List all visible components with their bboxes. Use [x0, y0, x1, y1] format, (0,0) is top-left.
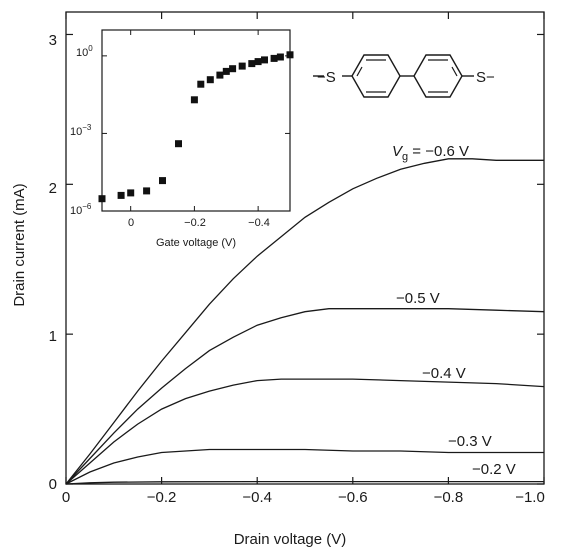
inset-data-point: [117, 191, 125, 199]
y-tick-label: 3: [49, 32, 57, 49]
curve-label-vg-0.2: −0.2 V: [472, 461, 516, 478]
inset-data-point: [190, 96, 198, 104]
right-thiol-label: S−: [476, 69, 495, 86]
y-axis-label: Drain current (mA): [11, 183, 28, 306]
inset-axis-ticks: [102, 30, 290, 212]
inset-x-tick-label: 0: [128, 217, 134, 229]
inset-data-point: [248, 60, 256, 68]
curve-label-vg-0.6: Vg = −0.6 V: [392, 143, 469, 163]
inset-data-point: [276, 53, 284, 61]
iv-curve-2: [65, 378, 545, 485]
inset-points: [98, 51, 294, 203]
inset-data-point: [206, 76, 214, 84]
tick-base: 10: [76, 47, 88, 59]
inset-data-point: [98, 195, 106, 203]
x-tick-label: −1.0: [515, 489, 545, 506]
inset-data-point: [222, 67, 230, 75]
inset-data-point: [286, 51, 294, 59]
y-tick-label: 0: [49, 476, 57, 493]
left-thiol-label: −S: [317, 69, 336, 86]
y-tick-label: 2: [49, 180, 57, 197]
gate-voltage-symbol: V: [392, 143, 404, 160]
inset-x-axis-label: Gate voltage (V): [156, 237, 236, 249]
iv-curve-1: [65, 308, 545, 485]
biphenyl-dithiol-molecule: −S S−: [313, 54, 495, 98]
curve-label-vg-0.4: −0.4 V: [422, 365, 466, 382]
inset-data-point: [197, 80, 205, 88]
inset-data-point: [143, 187, 151, 195]
inset-x-tick-label: −0.4: [248, 217, 270, 229]
inset-x-tick-label: −0.2: [184, 217, 206, 229]
inset-data-point: [254, 58, 262, 66]
tick-exponent: −6: [82, 202, 92, 211]
inset-y-tick-label: 10−6: [70, 202, 92, 217]
tick-base: 10: [70, 205, 82, 217]
inset-data-point: [238, 62, 246, 70]
curve-label-text: = −0.6 V: [408, 143, 469, 160]
inset-y-tick-label: 100: [76, 44, 93, 59]
x-tick-label: 0: [62, 489, 70, 506]
tick-exponent: 0: [88, 44, 93, 53]
inset-data-point: [216, 71, 224, 79]
inset-chart: 0 −0.2 −0.4 10−6 10−3 100 Gate voltage (…: [70, 29, 294, 249]
inset-data-point: [261, 56, 268, 64]
x-axis-label: Drain voltage (V): [234, 531, 347, 548]
benzene-ring-right: [413, 54, 463, 98]
x-tick-label: −0.8: [434, 489, 464, 506]
x-tick-label: −0.2: [147, 489, 177, 506]
curve-label-vg-0.3: −0.3 V: [448, 433, 492, 450]
gate-voltage-subscript: g: [402, 151, 408, 163]
x-tick-label: −0.6: [338, 489, 368, 506]
benzene-ring-left: [351, 54, 401, 98]
inset-y-tick-label: 10−3: [70, 123, 92, 138]
inset-data-point: [175, 140, 182, 148]
main-plot-frame: [65, 11, 545, 485]
tick-base: 10: [70, 126, 82, 138]
iv-curve-3: [65, 448, 544, 485]
x-tick-label: −0.4: [242, 489, 272, 506]
main-chart: 0 −0.2 −0.4 −0.6 −0.8 −1.0 0 1 2 3 Drain…: [11, 11, 545, 548]
inset-data-point: [270, 54, 278, 62]
iv-curve-0: [65, 158, 544, 485]
curve-label-vg-0.5: −0.5 V: [396, 290, 440, 307]
iv-curve-4: [65, 480, 544, 485]
inset-data-point: [229, 65, 237, 73]
tick-exponent: −3: [82, 123, 92, 132]
main-curves: [65, 158, 545, 485]
y-tick-label: 1: [49, 328, 57, 345]
inset-data-point: [159, 177, 166, 185]
inset-data-point: [127, 189, 135, 197]
